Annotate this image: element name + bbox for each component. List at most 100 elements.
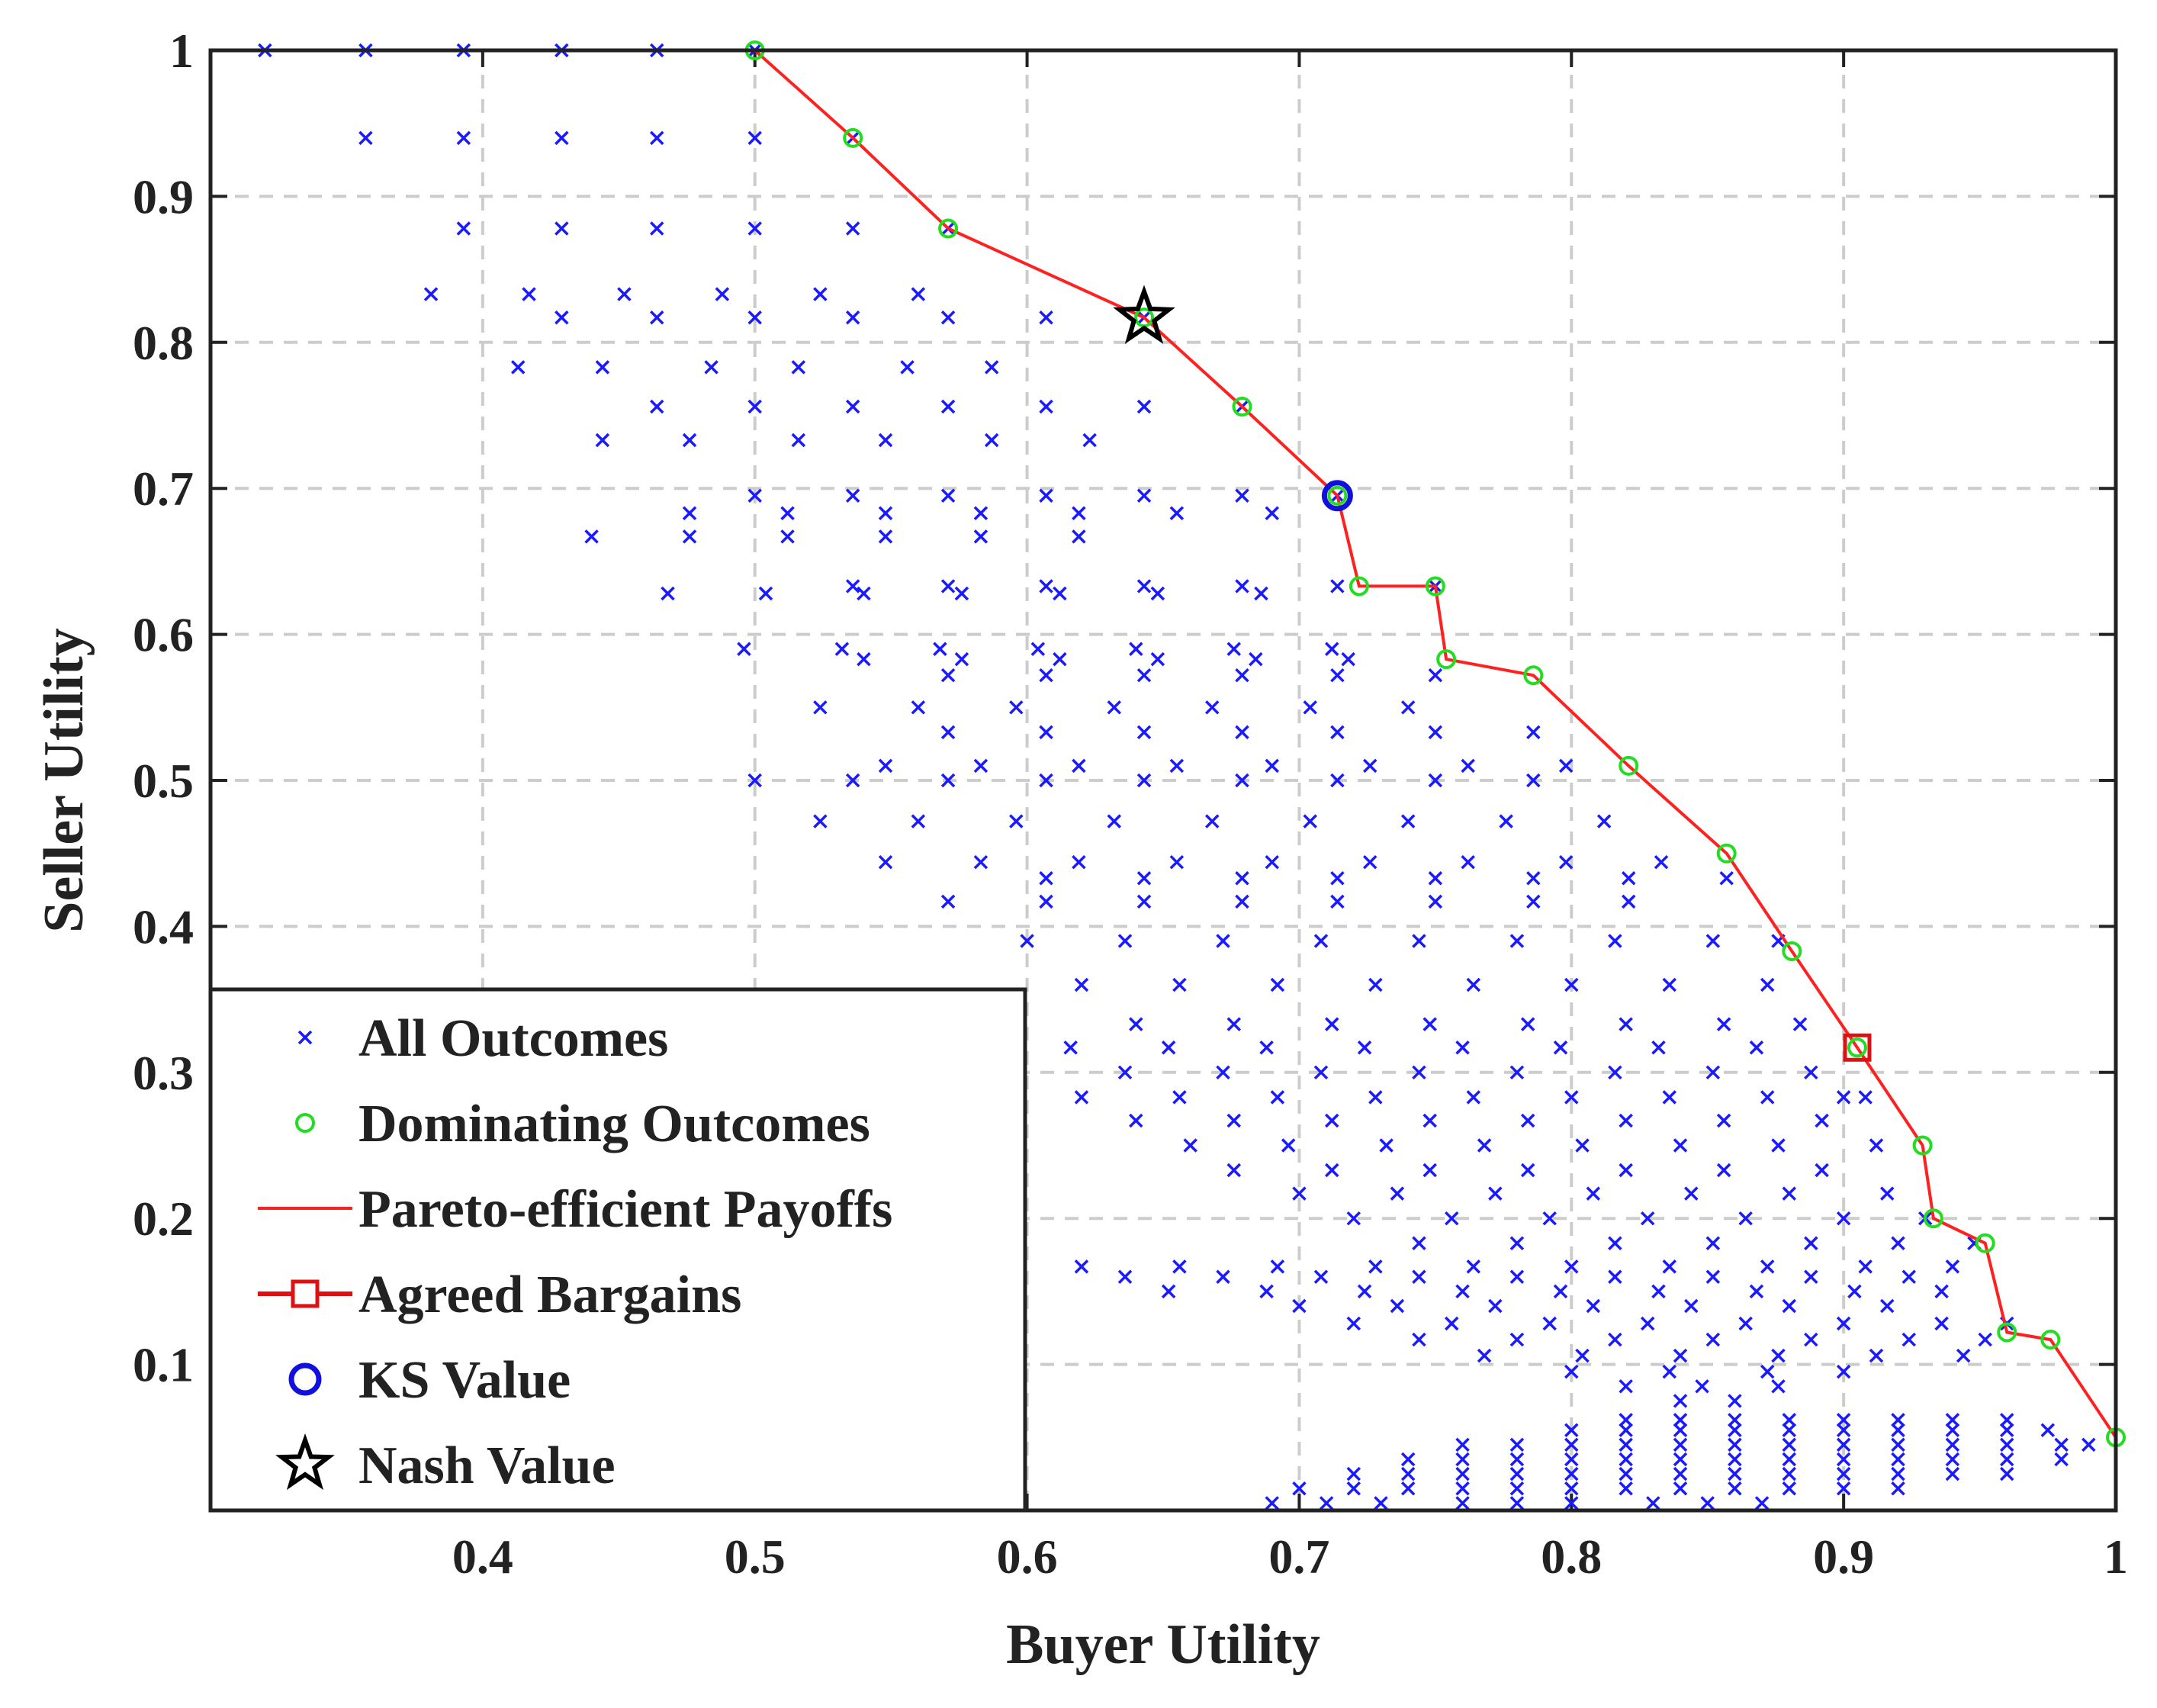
all-outcome-point (1782, 1413, 1797, 1427)
x-mark-stroke (1684, 1298, 1699, 1314)
x-mark-stroke (1771, 1138, 1786, 1153)
x-mark-stroke (1858, 1090, 1873, 1105)
all-outcome-point (358, 130, 373, 146)
all-outcome-point (1728, 1481, 1742, 1496)
x-mark-stroke (1039, 488, 1053, 503)
all-outcome-point (1412, 1065, 1426, 1080)
all-outcome-point (1716, 1017, 1731, 1031)
x-mark-stroke (1673, 1423, 1688, 1437)
all-outcome-point (1716, 1113, 1731, 1128)
x-mark-stroke (911, 287, 926, 301)
all-outcome-point (1072, 854, 1086, 870)
all-outcome-point (1039, 773, 1053, 788)
x-mark-stroke (1782, 1423, 1797, 1437)
all-outcome-point (1136, 725, 1152, 740)
all-outcome-point (1216, 1065, 1230, 1080)
all-outcome-point (1836, 1090, 1851, 1105)
all-outcome-point (845, 579, 860, 593)
x-mark-stroke (1619, 1413, 1633, 1427)
x-mark-stroke (1520, 1113, 1535, 1128)
all-outcome-point (1039, 310, 1053, 325)
agreed-bargain-point (1843, 1033, 1872, 1062)
x-mark-stroke (1117, 1269, 1133, 1284)
x-mark-stroke (1488, 1298, 1503, 1314)
all-outcome-point (1292, 1186, 1307, 1201)
x-mark-stroke (1325, 1017, 1339, 1031)
x-mark-stroke (933, 642, 947, 656)
all-outcome-point (1455, 1041, 1470, 1055)
all-outcome-point (1728, 1413, 1742, 1427)
all-outcome-point (1945, 1466, 1960, 1481)
all-outcome-point (1662, 1090, 1676, 1105)
all-outcome-point (1749, 1041, 1764, 1055)
all-outcome-point (1608, 1065, 1622, 1080)
x-mark-stroke (878, 506, 893, 520)
all-outcome-point (2040, 1423, 2056, 1437)
all-outcome-point (1428, 894, 1443, 909)
all-outcome-point (1292, 1481, 1307, 1496)
all-outcome-point (1313, 934, 1329, 948)
all-outcome-point (1341, 651, 1355, 667)
all-outcome-point (1330, 579, 1345, 593)
all-outcome-point (1330, 667, 1345, 683)
x-mark-stroke (1596, 814, 1612, 828)
all-outcome-point (1226, 1163, 1242, 1178)
x-mark-stroke (1172, 1090, 1187, 1105)
x-mark-stroke (1428, 773, 1443, 788)
x-mark-stroke (1782, 1452, 1797, 1467)
all-outcome-point (1428, 667, 1443, 683)
all-outcome-point (940, 579, 956, 593)
x-mark-stroke (1586, 1298, 1601, 1314)
x-mark-stroke (1608, 934, 1622, 948)
x-tick-label: 0.8 (1541, 1529, 1602, 1584)
all-outcome-point (973, 506, 988, 520)
all-outcome-point (1836, 1452, 1851, 1467)
all-outcome-point (1172, 977, 1187, 992)
x-mark-stroke (1235, 579, 1249, 593)
x-mark-stroke (1428, 667, 1443, 683)
x-mark-stroke (1608, 1269, 1622, 1284)
all-outcome-point (1330, 894, 1345, 909)
x-mark-stroke (1390, 1186, 1405, 1201)
nash-value-point (1113, 285, 1175, 344)
all-outcome-point (1136, 667, 1152, 683)
all-outcome-point (973, 529, 988, 544)
all-outcome-point (1728, 1394, 1742, 1408)
all-outcome-point (1161, 1284, 1176, 1299)
all-outcome-point (1292, 1298, 1307, 1314)
all-outcome-point (1782, 1298, 1797, 1314)
x-mark-stroke (973, 854, 988, 870)
x-mark-stroke (1362, 854, 1377, 870)
all-outcome-point (1039, 725, 1053, 740)
x-mark-stroke (650, 221, 664, 236)
x-mark-stroke (940, 667, 956, 683)
all-outcome-point (1488, 1298, 1503, 1314)
all-outcome-point (1891, 1413, 1905, 1427)
x-mark-stroke (1072, 506, 1086, 520)
x-mark-stroke (1254, 586, 1268, 601)
x-mark-stroke (940, 579, 956, 593)
x-mark-stroke (1891, 1481, 1905, 1496)
all-outcome-point (1477, 1348, 1492, 1363)
all-outcome-point (1136, 488, 1152, 503)
x-mark-stroke (878, 758, 893, 774)
x-mark-stroke (1804, 1332, 1818, 1347)
all-outcome-point (555, 130, 569, 146)
legend-label: All Outcomes (358, 1009, 668, 1068)
x-mark-stroke (1039, 894, 1053, 909)
dominating-outcome-point (1975, 1233, 1995, 1253)
all-outcome-point (1771, 1348, 1786, 1363)
all-outcome-point (940, 894, 956, 909)
x-mark-stroke (1619, 1423, 1633, 1437)
x-mark-stroke (1858, 1259, 1873, 1274)
x-mark-stroke (1455, 1481, 1470, 1496)
x-mark-stroke (1782, 1298, 1797, 1314)
all-outcome-point (1608, 1269, 1622, 1284)
x-mark-stroke (1945, 1259, 1960, 1274)
x-mark-stroke (1509, 1437, 1525, 1452)
x-mark-stroke (1760, 1090, 1775, 1105)
all-outcome-point (1728, 1437, 1742, 1452)
all-outcome-point (1564, 1437, 1579, 1452)
x-mark-stroke (1172, 1259, 1187, 1274)
all-outcome-point (2054, 1452, 2069, 1467)
